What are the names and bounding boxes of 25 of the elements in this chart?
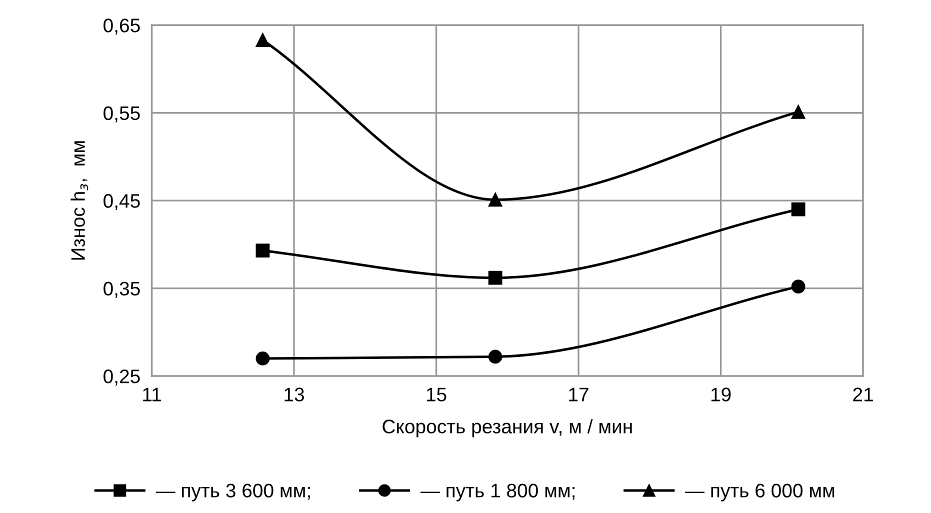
point [791,105,806,119]
point [791,280,806,294]
legend-label: — путь 3 600 мм; [156,484,310,502]
y-tick-label: 0,35 [104,282,140,298]
point [256,33,270,47]
legend-label: — путь 6 000 мм [685,484,834,502]
point [488,350,502,364]
point [488,192,502,207]
x-tick-label: 19 [711,388,731,402]
point [256,244,270,258]
x-axis-title: Скорость резания v, м / мин [382,419,632,438]
legend-label: — путь 1 800 мм; [420,484,574,502]
point [791,202,806,216]
x-tick-label: 17 [569,388,588,402]
point [488,270,502,285]
y-tick-label: 0,65 [104,18,140,35]
x-tick-label: 15 [426,388,446,402]
point [256,352,270,366]
y-axis-title: Износ h$_{з}$, мм [70,141,88,260]
x-tick-label: 13 [284,388,304,402]
x-tick-label: 21 [853,388,873,402]
y-tick-label: 0,55 [104,106,140,122]
y-tick-label: 0,25 [104,369,140,386]
x-tick-label: 11 [143,388,161,402]
y-tick-label: 0,45 [104,194,140,210]
